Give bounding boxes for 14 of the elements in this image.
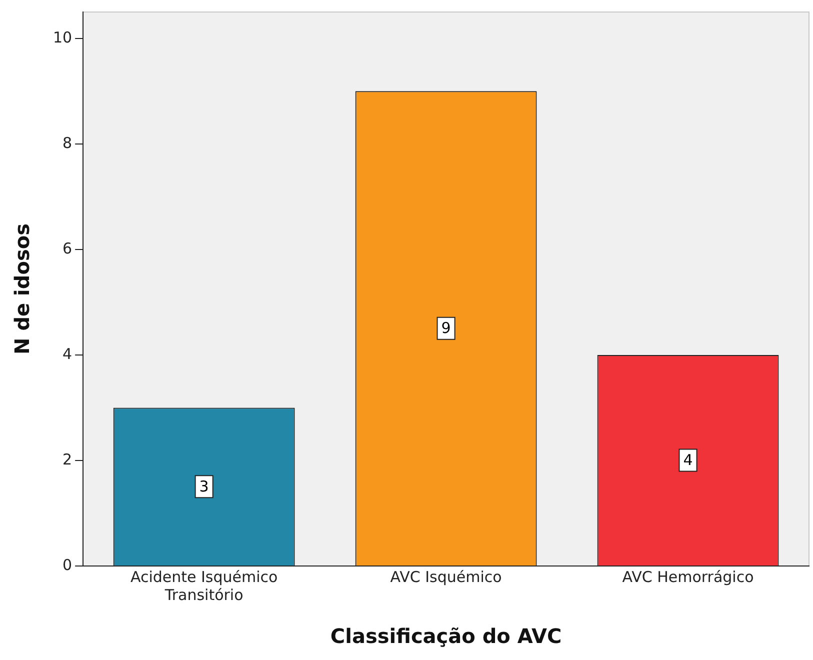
y-tick-label: 2 (62, 450, 72, 468)
y-axis-title: N de idosos (10, 223, 34, 355)
y-tick-label: 10 (52, 28, 72, 46)
x-tick-label: AVC Isquémico (390, 568, 502, 586)
data-label: 4 (683, 451, 693, 470)
data-label: 9 (441, 319, 451, 338)
y-tick-label: 0 (62, 556, 72, 574)
x-tick-label: Acidente Isquémico Transitório (130, 568, 278, 604)
y-tick-label: 6 (62, 239, 72, 258)
x-tick-label: AVC Hemorrágico (622, 568, 754, 586)
y-tick-label: 8 (62, 134, 72, 152)
data-label: 3 (199, 478, 209, 496)
x-axis-title: Classificação do AVC (330, 624, 562, 648)
y-tick-label: 4 (62, 344, 72, 363)
